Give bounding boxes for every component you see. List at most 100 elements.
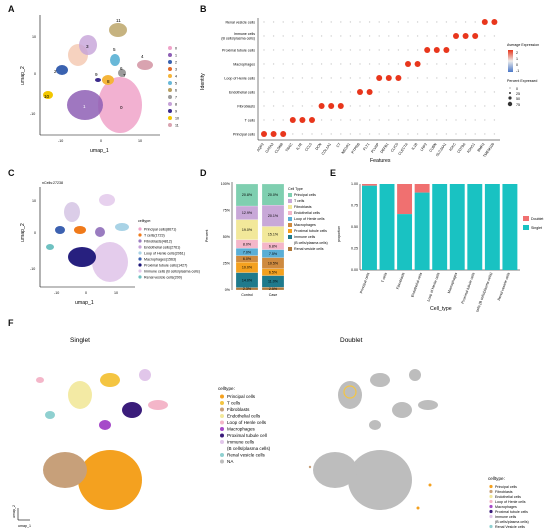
expression-dot — [272, 77, 275, 79]
expression-dot — [416, 105, 419, 107]
expression-dot — [436, 119, 438, 121]
expression-dot — [426, 119, 428, 121]
legend-swatch — [288, 205, 292, 209]
expression-dot — [464, 21, 467, 23]
singlet-legend-swatch — [523, 225, 529, 230]
expression-dot — [416, 21, 419, 23]
expression-dot — [368, 119, 371, 121]
legend-label: Principal cells(8671) — [144, 227, 176, 231]
expression-dot — [270, 131, 277, 137]
expression-dot — [433, 47, 440, 53]
expression-dot — [455, 21, 457, 23]
cluster-label: 10 — [44, 94, 50, 99]
expression-dot — [445, 105, 448, 107]
y-tick: 10 — [32, 199, 36, 203]
bar-value-label: 15.1% — [268, 233, 279, 237]
size-legend-dot — [509, 87, 511, 89]
expression-dot — [407, 49, 409, 51]
singlet-doublet-umaps: Singlet Doublet umap_1 umap_2 celltype: … — [12, 337, 529, 529]
expression-dot — [359, 49, 361, 51]
expression-dot — [311, 133, 313, 135]
y-tick: 75% — [223, 209, 231, 213]
expression-dot — [493, 63, 496, 65]
expression-dot — [397, 63, 400, 65]
bar-value-label: 10.5% — [268, 261, 279, 265]
expression-dot — [272, 63, 275, 65]
expression-dot — [359, 21, 361, 23]
expression-dot — [388, 119, 390, 121]
expression-dot — [484, 49, 486, 51]
expression-dot — [474, 77, 476, 79]
expression-dot — [292, 35, 294, 37]
row-label: (B cells/plasma cells) — [221, 37, 255, 41]
expression-dot — [414, 61, 421, 67]
expression-dot — [320, 133, 323, 135]
x-axis-label: Cell_type — [430, 306, 452, 312]
expression-dot — [301, 63, 304, 65]
legend-swatch — [288, 217, 292, 221]
bar-value-label: 2.5% — [269, 287, 278, 291]
expression-dot — [474, 91, 476, 93]
expression-dot — [436, 35, 438, 37]
bar-value-label: 14.0% — [242, 278, 253, 282]
x-tick: 10 — [114, 291, 118, 295]
legend-swatch — [220, 407, 224, 412]
legend-swatch — [138, 269, 142, 273]
colorbar-tick: 1 — [516, 57, 518, 61]
legend-swatch — [138, 275, 142, 279]
expression-dot — [491, 19, 498, 25]
legend-label: 5 — [175, 82, 177, 86]
row-label: Renal vesicle cells — [225, 21, 255, 25]
expression-dot — [368, 77, 371, 79]
doublet-legend-swatch — [523, 216, 529, 221]
legend-swatch — [489, 524, 493, 529]
expression-dot — [436, 105, 438, 107]
size-legend-dot — [508, 96, 512, 100]
expression-dot — [292, 63, 294, 65]
expression-dot — [484, 91, 486, 93]
expression-dot — [301, 77, 304, 79]
legend-label: Immune cells — [227, 440, 255, 445]
expression-dot — [474, 105, 476, 107]
expression-dot — [378, 49, 380, 51]
expression-dot — [378, 91, 380, 93]
legend-swatch — [168, 102, 172, 106]
expression-dot — [340, 119, 342, 121]
expression-dot — [292, 49, 294, 51]
doublet-legend-title: celltype: — [488, 476, 505, 481]
legend-label: Proximal tubule cells — [294, 229, 327, 233]
y-tick: 0.75 — [351, 204, 358, 208]
expression-dot — [493, 35, 496, 37]
legend-swatch — [220, 440, 224, 444]
expression-dot — [378, 63, 380, 65]
expression-dot — [282, 21, 284, 23]
cluster-label: 4 — [141, 54, 144, 59]
size-legend-dot — [509, 92, 511, 94]
legend-label: Fibroblasts — [495, 490, 513, 494]
expression-dot — [378, 21, 380, 23]
expression-dot — [368, 105, 371, 107]
expression-dot — [311, 77, 313, 79]
feature-label: IGHG1 — [466, 142, 476, 153]
expression-dot — [464, 119, 467, 121]
expression-dot — [349, 105, 352, 107]
legend-swatch — [489, 489, 493, 494]
bar-value-label: 12.9% — [242, 211, 253, 215]
doublet-bar — [397, 184, 413, 215]
expression-dot — [357, 89, 363, 95]
expression-dot — [493, 77, 496, 79]
feature-label: CUBN — [428, 142, 437, 153]
expression-dot — [388, 91, 390, 93]
legend-label: Endothelial cells(2761) — [144, 245, 180, 249]
expression-dot — [407, 35, 409, 37]
legend-swatch — [220, 401, 224, 405]
expression-dot — [455, 77, 457, 79]
expression-dot — [416, 119, 419, 121]
doublet-umap-points — [308, 369, 438, 510]
expression-dot — [474, 21, 476, 23]
expression-dot — [299, 117, 306, 123]
expression-dot — [426, 105, 428, 107]
legend-label: Macrophages — [227, 427, 256, 432]
legend-label: Endothelial cells — [227, 414, 261, 419]
legend-label: Fibroblasts — [294, 205, 312, 209]
